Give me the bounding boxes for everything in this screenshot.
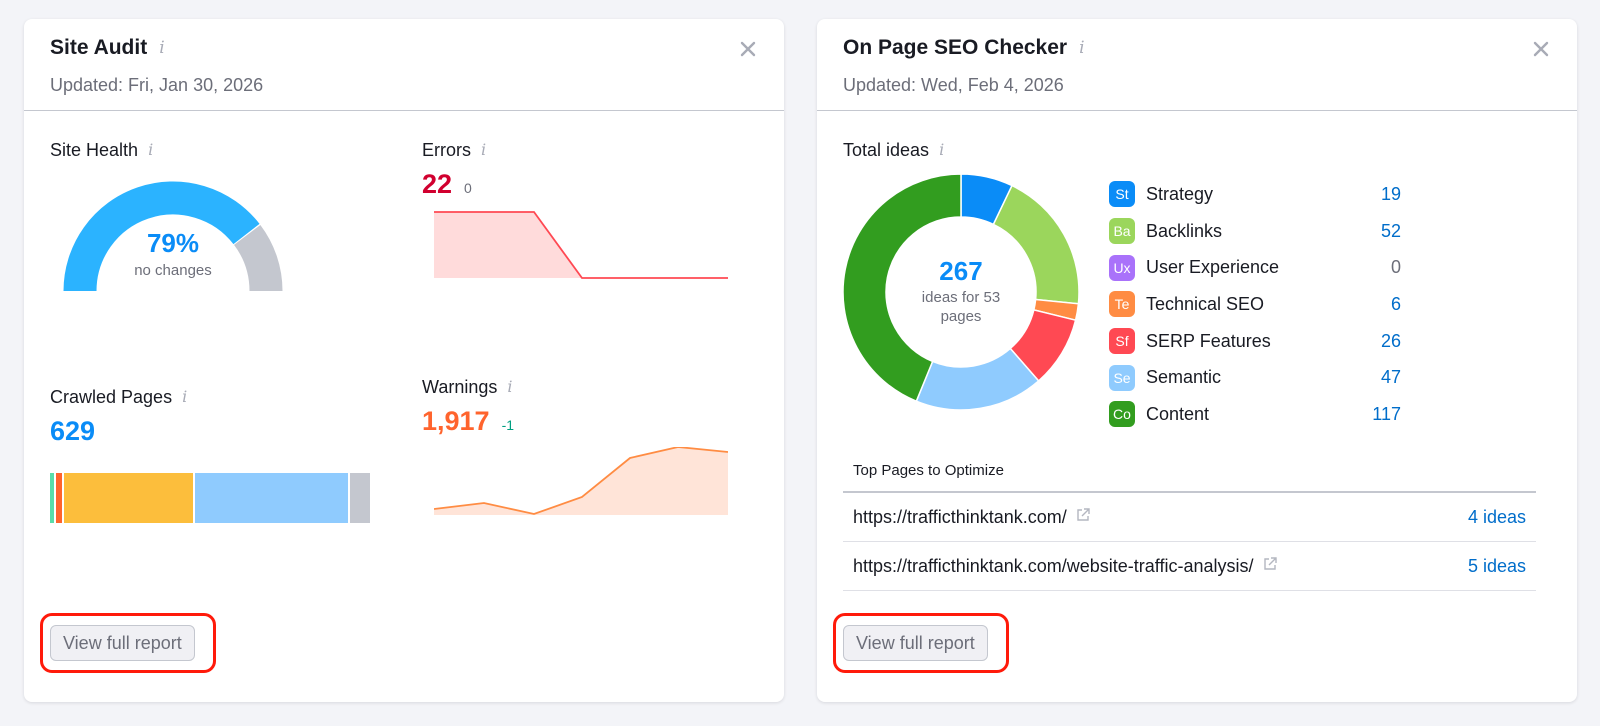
warnings-sparkline[interactable] xyxy=(434,447,728,517)
total-ideas-value: 267 xyxy=(939,256,983,286)
errors-widget: Errors i 22 0 xyxy=(422,139,742,280)
info-icon[interactable]: i xyxy=(481,140,487,159)
legend-label: Content xyxy=(1146,403,1210,424)
bar-segment-blocked[interactable] xyxy=(350,473,370,524)
bar-segment-redirected[interactable] xyxy=(194,473,351,524)
legend-value[interactable]: 47 xyxy=(1380,367,1401,388)
site-audit-card: Site Audit i Updated: Fri, Jan 30, 2026 … xyxy=(24,19,784,702)
strategy-badge-icon: St xyxy=(1109,181,1135,208)
info-icon[interactable]: i xyxy=(148,140,154,159)
view-full-report-button[interactable]: View full report xyxy=(843,625,988,661)
legend-label: Backlinks xyxy=(1146,220,1223,241)
table-row: https://trafficthinktank.com/website-tra… xyxy=(843,542,1536,591)
info-icon[interactable]: i xyxy=(939,140,945,159)
legend-value[interactable]: 26 xyxy=(1380,330,1401,351)
donut-slice-content[interactable] xyxy=(842,173,962,403)
site-audit-title: Site Audit xyxy=(50,36,148,59)
card-title: On Page SEO Checker i xyxy=(843,35,1551,61)
ideas-legend: St Strategy 19 Ba Backlinks 52 Ux User E… xyxy=(1109,176,1401,433)
legend-label: Technical SEO xyxy=(1146,293,1265,314)
legend-item-strategy: St Strategy 19 xyxy=(1109,176,1401,213)
page-url-link[interactable]: https://trafficthinktank.com/website-tra… xyxy=(853,556,1278,577)
technical-seo-badge-icon: Te xyxy=(1109,291,1135,318)
legend-value[interactable]: 52 xyxy=(1380,220,1401,241)
on-page-title: On Page SEO Checker xyxy=(843,36,1068,59)
ideas-count-link[interactable]: 4 ideas xyxy=(1467,506,1526,527)
gauge-chart xyxy=(63,181,283,292)
updated-date: Updated: Wed, Feb 4, 2026 xyxy=(843,75,1064,95)
table-row: https://trafficthinktank.com/ 4 ideas xyxy=(843,493,1536,542)
total-ideas-label: Total ideas xyxy=(843,139,930,160)
serp-features-badge-icon: Sf xyxy=(1109,328,1135,355)
legend-value[interactable]: 19 xyxy=(1380,183,1401,204)
card-header: Site Audit i Updated: Fri, Jan 30, 2026 xyxy=(24,19,784,111)
legend-label: Semantic xyxy=(1146,367,1222,388)
external-link-icon[interactable] xyxy=(1075,507,1091,528)
crawled-pages-bar[interactable] xyxy=(50,473,370,524)
errors-sparkline[interactable] xyxy=(434,210,728,280)
warnings-delta: -1 xyxy=(501,417,515,433)
view-full-report-button[interactable]: View full report xyxy=(50,625,195,661)
legend-item-technical-seo: Te Technical SEO 6 xyxy=(1109,286,1401,323)
page-url[interactable]: https://trafficthinktank.com/ xyxy=(853,506,1067,527)
bar-segment-broken[interactable] xyxy=(55,473,64,524)
site-health-label: Site Health xyxy=(50,139,139,160)
content-badge-icon: Co xyxy=(1109,401,1135,428)
errors-value[interactable]: 22 xyxy=(422,169,453,199)
total-ideas-title: Total ideas i xyxy=(843,139,944,161)
legend-label: Strategy xyxy=(1146,183,1214,204)
site-health-value: 79% xyxy=(146,228,200,258)
card-title: Site Audit i xyxy=(50,35,758,61)
updated-date: Updated: Fri, Jan 30, 2026 xyxy=(50,75,264,95)
legend-item-serp-features: Sf SERP Features 26 xyxy=(1109,323,1401,360)
close-icon[interactable] xyxy=(1531,39,1551,59)
info-icon[interactable]: i xyxy=(1079,37,1085,58)
legend-value[interactable]: 117 xyxy=(1372,403,1401,424)
crawled-pages-value[interactable]: 629 xyxy=(50,416,96,446)
crawled-pages-label: Crawled Pages xyxy=(50,386,173,407)
legend-label: SERP Features xyxy=(1146,330,1271,351)
legend-value: 0 xyxy=(1390,257,1401,278)
page-url[interactable]: https://trafficthinktank.com/website-tra… xyxy=(853,555,1254,576)
errors-delta: 0 xyxy=(464,180,472,196)
on-page-seo-checker-card: On Page SEO Checker i Updated: Wed, Feb … xyxy=(817,19,1577,702)
site-health-widget: Site Health i 79% no changes xyxy=(50,139,390,293)
page-url-link[interactable]: https://trafficthinktank.com/ xyxy=(853,507,1091,528)
card-header: On Page SEO Checker i Updated: Wed, Feb … xyxy=(817,19,1577,111)
legend-label: User Experience xyxy=(1146,257,1280,278)
warnings-label: Warnings xyxy=(422,376,498,397)
close-icon[interactable] xyxy=(738,39,758,59)
bar-segment-healthy[interactable] xyxy=(50,473,56,524)
user-experience-badge-icon: Ux xyxy=(1109,254,1135,281)
total-ideas-sub: ideas for 53 pages xyxy=(921,289,1001,325)
info-icon[interactable]: i xyxy=(182,387,188,406)
site-health-change: no changes xyxy=(134,262,212,279)
info-icon[interactable]: i xyxy=(507,377,513,396)
top-pages-table: Top Pages to Optimize https://trafficthi… xyxy=(843,462,1536,591)
legend-item-backlinks: Ba Backlinks 52 xyxy=(1109,213,1401,250)
legend-item-user-experience: Ux User Experience 0 xyxy=(1109,249,1401,286)
legend-item-content: Co Content 117 xyxy=(1109,396,1401,433)
semantic-badge-icon: Se xyxy=(1109,364,1135,391)
crawled-pages-widget: Crawled Pages i 629 xyxy=(50,386,390,524)
bar-segment-have-issues[interactable] xyxy=(63,473,195,524)
info-icon[interactable]: i xyxy=(159,37,165,58)
legend-item-semantic: Se Semantic 47 xyxy=(1109,359,1401,396)
total-ideas-donut[interactable]: 267 ideas for 53 pages xyxy=(842,173,1080,411)
legend-value[interactable]: 6 xyxy=(1390,293,1401,314)
errors-label: Errors xyxy=(422,139,471,160)
ideas-count-link[interactable]: 5 ideas xyxy=(1467,555,1526,576)
warnings-widget: Warnings i 1,917 -1 xyxy=(422,376,742,517)
external-link-icon[interactable] xyxy=(1262,556,1278,577)
site-health-gauge[interactable]: 79% no changes xyxy=(58,173,288,293)
backlinks-badge-icon: Ba xyxy=(1109,218,1135,245)
warnings-value[interactable]: 1,917 xyxy=(422,406,490,436)
donut-chart xyxy=(842,173,1080,411)
top-pages-header: Top Pages to Optimize xyxy=(843,462,1536,493)
